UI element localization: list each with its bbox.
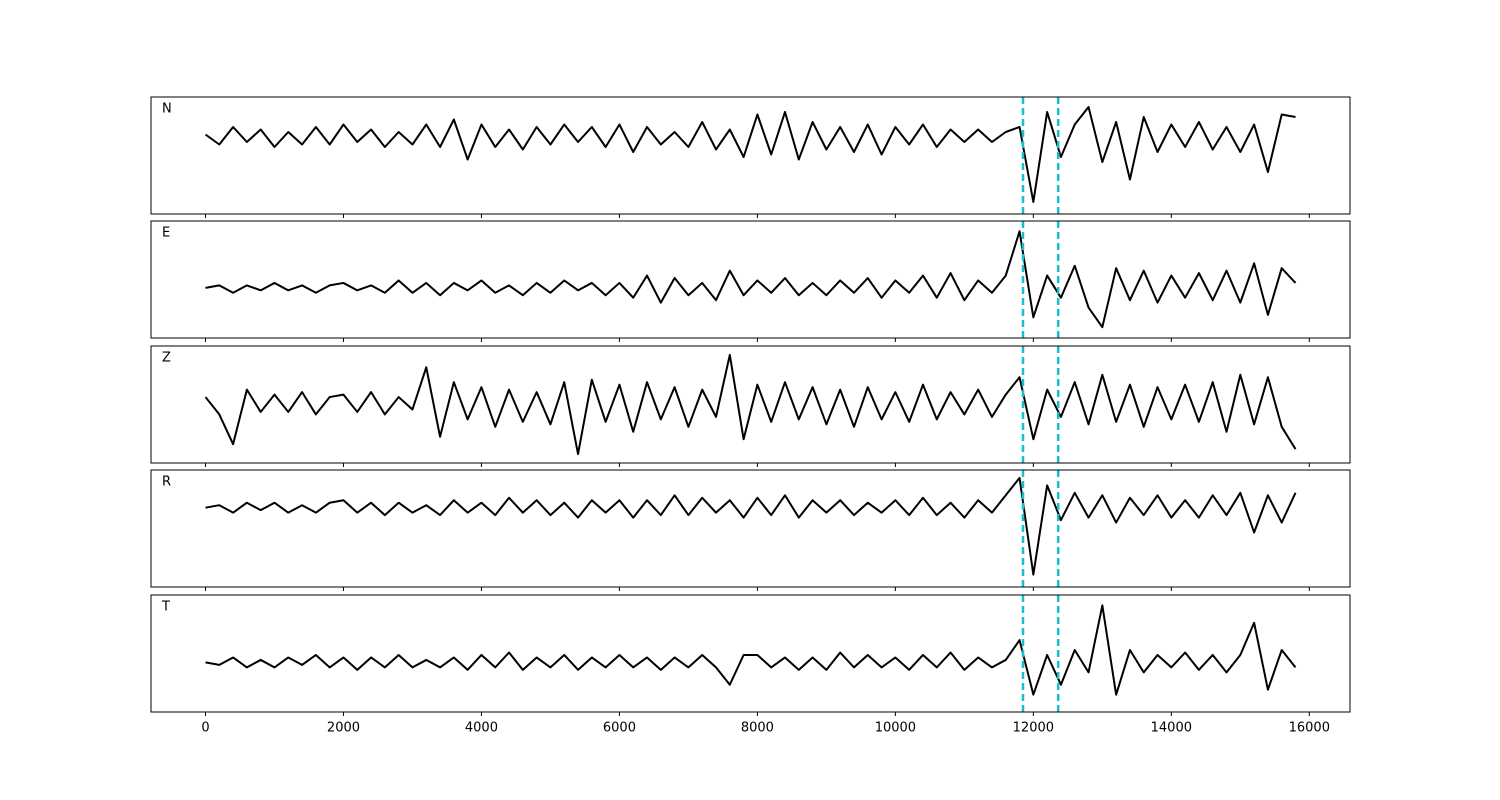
x-tick-label: 12000 <box>1013 721 1054 736</box>
trace <box>205 476 1297 576</box>
trace <box>204 106 1296 203</box>
x-tick-label: 4000 <box>465 721 498 736</box>
x-tick-label: 0 <box>201 721 209 736</box>
trace <box>205 230 1297 329</box>
axes-frame <box>150 345 1351 464</box>
trace <box>204 353 1297 456</box>
axes-frame <box>150 594 1351 713</box>
x-tick-label: 6000 <box>603 721 636 736</box>
axes-frame <box>150 469 1351 588</box>
axes-frame <box>150 96 1351 215</box>
panel-label: N <box>162 102 172 117</box>
x-tick-label: 8000 <box>741 721 774 736</box>
axes-frame <box>150 220 1351 339</box>
x-tick-label: 14000 <box>1151 721 1192 736</box>
trace <box>205 604 1297 696</box>
panel-label: E <box>162 226 170 241</box>
panel-label: Z <box>162 351 171 366</box>
x-tick-label: 2000 <box>327 721 360 736</box>
x-tick-label: 16000 <box>1289 721 1330 736</box>
x-tick-label: 10000 <box>875 721 916 736</box>
panel-label: R <box>162 475 171 490</box>
panel-label: T <box>161 600 170 615</box>
